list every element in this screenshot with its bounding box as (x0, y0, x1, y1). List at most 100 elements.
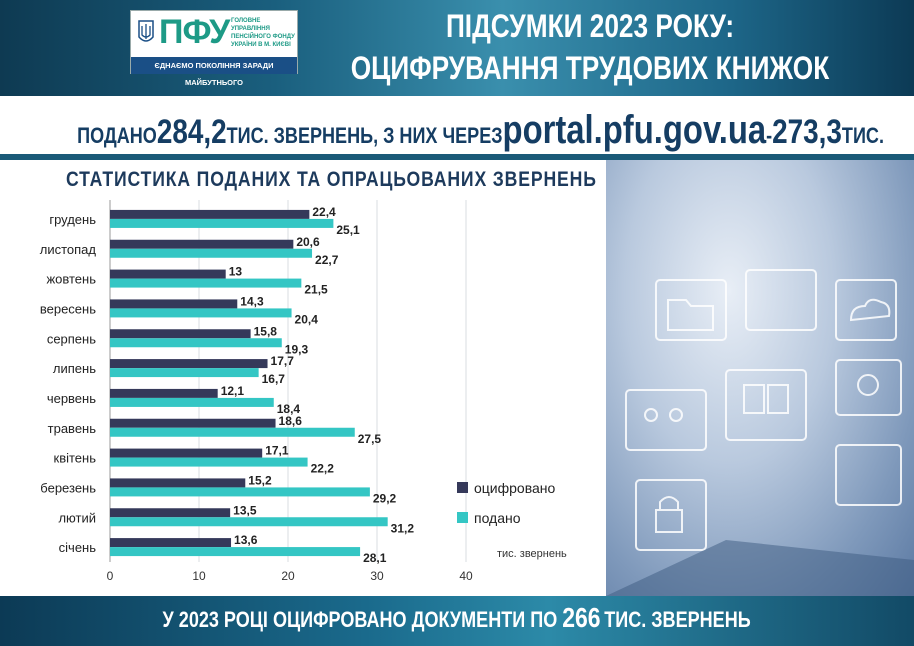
bar-подано (110, 308, 292, 318)
bar-подано (110, 248, 313, 258)
legend-swatch (457, 512, 468, 523)
category-label: вересень (40, 301, 96, 316)
bar-подано (110, 487, 370, 497)
footer: У 2023 РОЦІ ОЦИФРОВАНО ДОКУМЕНТИ ПО 266 … (0, 596, 914, 646)
unit-label: тис. звернень (497, 548, 567, 560)
logo-abbr: ПФУ (159, 13, 230, 51)
bar-оцифровано (110, 209, 310, 219)
data-label: 29,2 (373, 491, 397, 505)
category-label: червень (47, 391, 96, 406)
category-label: липень (53, 361, 96, 376)
bar-оцифровано (110, 418, 276, 428)
cloud-panel-icon (835, 279, 897, 341)
bar-подано (110, 338, 282, 348)
data-label: 13 (229, 265, 243, 279)
trident-emblem-icon (138, 20, 154, 42)
data-label: 15,2 (248, 473, 272, 487)
folder-icon (667, 299, 714, 331)
files-panel-icon (835, 444, 902, 506)
bar-подано (110, 368, 259, 378)
summary-total: 284,2 (156, 113, 227, 151)
footer-part-1: У 2023 РОЦІ ОЦИФРОВАНО ДОКУМЕНТИ ПО (162, 607, 563, 632)
logo-org-name: ГОЛОВНЕ УПРАВЛІННЯ ПЕНСІЙНОГО ФОНДУ УКРА… (231, 18, 295, 48)
people-panel-icon (625, 389, 707, 451)
category-label: квітень (54, 451, 97, 466)
data-label: 22,4 (312, 205, 336, 219)
data-label: 22,2 (311, 462, 335, 476)
category-label: січень (59, 540, 97, 555)
summary-part-4: ТИС. (841, 123, 884, 148)
chart-title: СТАТИСТИКА ПОДАНИХ ТА ОПРАЦЬОВАНИХ ЗВЕРН… (66, 168, 597, 191)
bar-оцифровано (110, 359, 268, 369)
bar-оцифровано (110, 329, 251, 339)
category-label: серпень (47, 331, 96, 346)
summary-banner (0, 96, 914, 160)
data-label: 17,7 (271, 354, 295, 368)
bar-подано (110, 547, 361, 557)
bar-подано (110, 397, 274, 407)
x-tick-label: 30 (370, 569, 384, 583)
data-label: 21,5 (304, 283, 328, 297)
panel-icon (745, 269, 817, 331)
summary-part-2: ТИС. ЗВЕРНЕНЬ, З НИХ ЧЕРЕЗ (226, 123, 503, 148)
bar-chart: 0 10 20 30 40 грудень 22,425,1 листопад 20,6 22,7… (40, 200, 567, 583)
document-icon (743, 384, 765, 414)
category-label: грудень (49, 212, 96, 227)
summary-part-1: ПОДАНО (77, 123, 157, 148)
bar-оцифровано (110, 299, 238, 309)
footer-text: У 2023 РОЦІ ОЦИФРОВАНО ДОКУМЕНТИ ПО 266 … (0, 602, 914, 634)
footer-part-2: ТИС. ЗВЕРНЕНЬ (604, 607, 752, 632)
logo-slogan: ЄДНАЄМО ПОКОЛІННЯ ЗАРАДИ МАЙБУТНЬОГО (131, 57, 297, 87)
bar-оцифровано (110, 508, 231, 518)
data-label: 16,7 (262, 372, 286, 386)
category-label: березень (40, 480, 96, 495)
x-tick-label: 0 (107, 569, 114, 583)
bar-подано (110, 517, 388, 527)
bar-оцифровано (110, 269, 226, 279)
logo: ПФУ ГОЛОВНЕ УПРАВЛІННЯ ПЕНСІЙНОГО ФОНДУ … (130, 10, 298, 87)
data-label: 20,4 (295, 312, 319, 326)
data-label: 15,8 (254, 324, 278, 338)
category-label: лютий (58, 510, 96, 525)
chart-area: 0 10 20 30 40 грудень 22,4 25,1 листопад 20,6 22,7… (0, 160, 606, 596)
bar-подано (110, 427, 355, 437)
x-tick-label: 40 (459, 569, 473, 583)
bulb-panel-icon (835, 359, 902, 416)
bar-подано (110, 218, 334, 228)
data-label: 13,6 (234, 533, 258, 547)
data-label: 17,1 (265, 444, 289, 458)
data-label: 18,6 (279, 414, 303, 428)
bar-подано (110, 278, 302, 288)
folder-panel-icon (655, 279, 727, 341)
data-label: 13,5 (233, 503, 257, 517)
digital-icons-illustration (606, 269, 914, 596)
lock-shackle (659, 496, 679, 510)
data-label: 20,6 (296, 235, 320, 249)
bar-оцифровано (110, 388, 218, 398)
background-photo (606, 160, 914, 596)
legend-swatch (457, 482, 468, 493)
data-label: 12,1 (221, 384, 245, 398)
category-label: жовтень (46, 272, 96, 287)
data-label: 25,1 (336, 223, 360, 237)
bar-оцифровано (110, 478, 246, 488)
data-label: 31,2 (391, 521, 415, 535)
lock-icon (655, 509, 683, 533)
summary-portal-total: 273,3 (772, 113, 842, 151)
cloud-icon (849, 298, 891, 322)
title-line-2: ОЦИФРУВАННЯ ТРУДОВИХ КНИЖОК (350, 50, 830, 86)
summary-text: ПОДАНО 284,2 ТИС. ЗВЕРНЕНЬ, З НИХ ЧЕРЕЗ … (77, 108, 884, 156)
keyboard-graphic (606, 540, 914, 596)
category-label: травень (48, 421, 97, 436)
x-tick-label: 10 (192, 569, 206, 583)
summary-part-3: - (766, 123, 773, 148)
bar-оцифровано (110, 448, 263, 458)
footer-number: 266 (562, 602, 601, 633)
bar-подано (110, 457, 308, 467)
bar-оцифровано (110, 538, 232, 548)
legend-label: подано (474, 510, 521, 526)
portal-url: portal.pfu.gov.ua (502, 108, 767, 152)
lightbulb-icon (857, 374, 879, 396)
legend-label: оцифровано (474, 480, 556, 496)
